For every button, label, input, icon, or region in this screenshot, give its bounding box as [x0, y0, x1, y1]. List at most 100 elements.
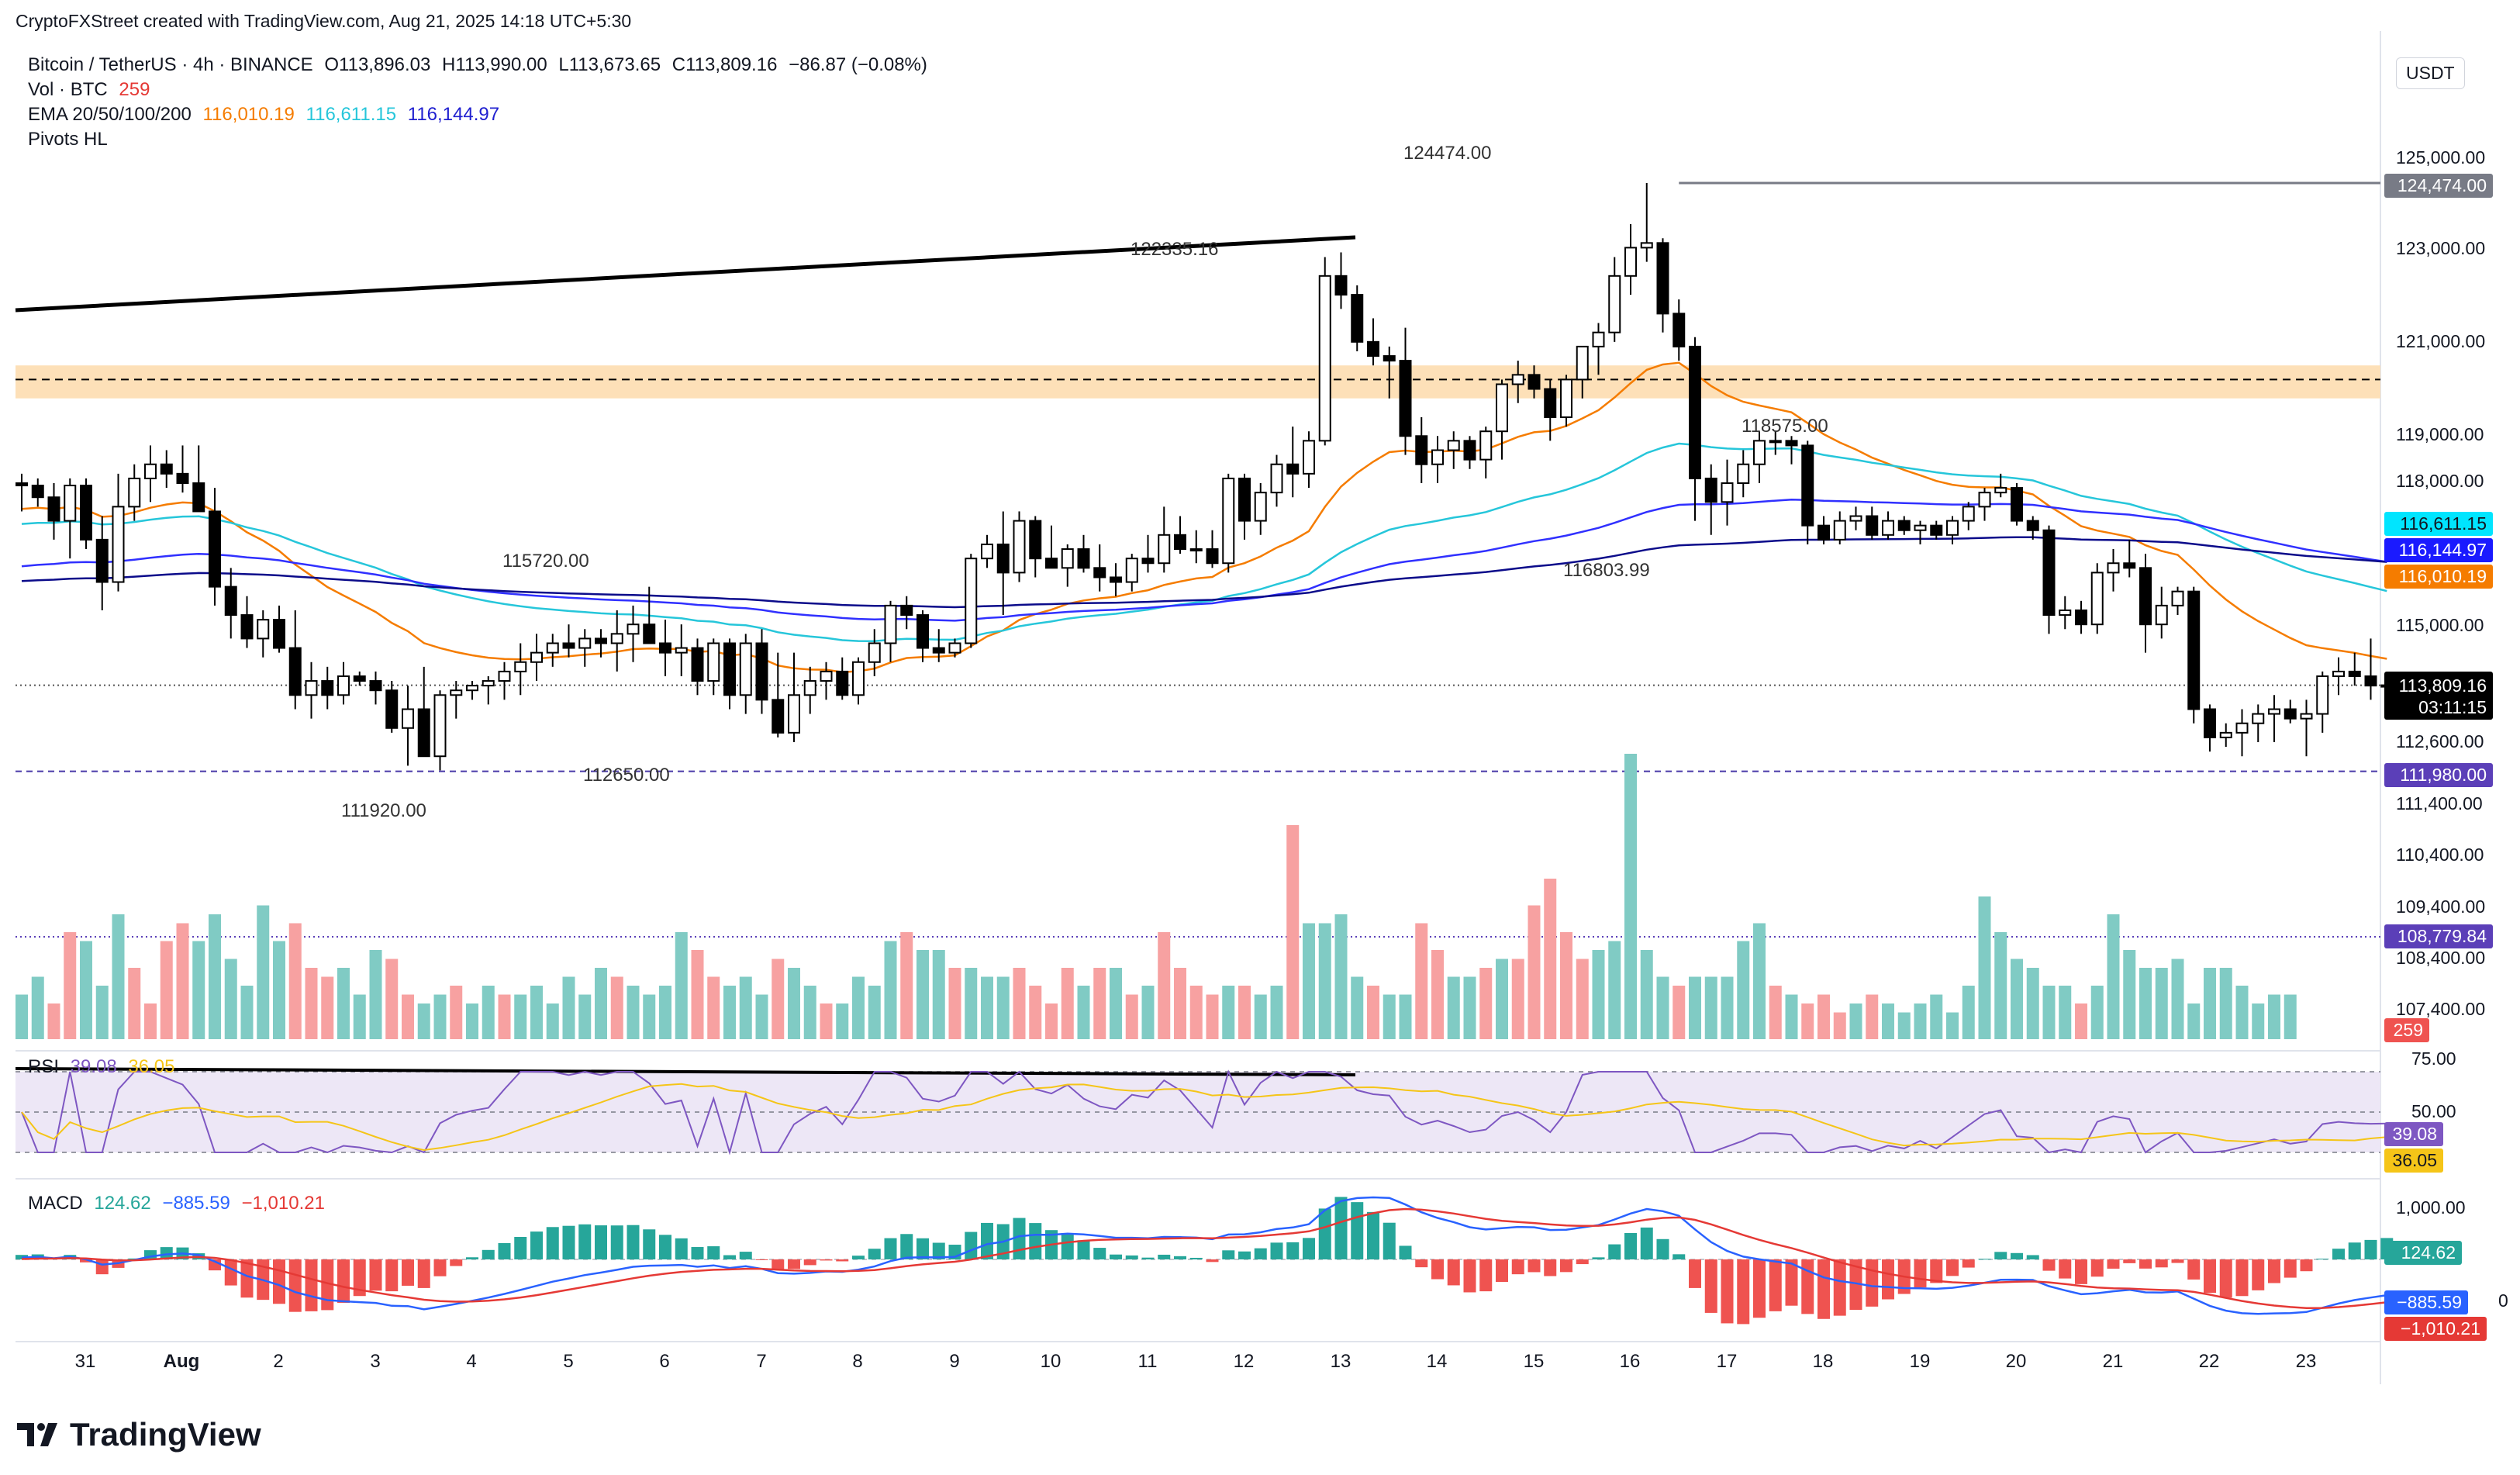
volume-bar [2171, 959, 2184, 1039]
tradingview-logo[interactable]: TradingView [17, 1416, 261, 1453]
volume-bar [2011, 959, 2023, 1039]
macd-hist-bar [1367, 1211, 1379, 1259]
rsi-tick: 50.00 [2411, 1101, 2456, 1121]
macd-hist-bar [433, 1259, 447, 1276]
candle-body [1431, 449, 1444, 465]
macd-hist-bar [2348, 1242, 2361, 1259]
macd-hist-bar [1818, 1259, 1830, 1319]
macd-hist-bar [273, 1259, 285, 1304]
legend-symbol[interactable]: Bitcoin / TetherUS · 4h · BINANCE [28, 54, 313, 75]
volume-bar [1576, 959, 1589, 1039]
candle-body [707, 642, 720, 682]
x-tick: 20 [2005, 1351, 2027, 1372]
volume-bar [1431, 950, 1444, 1039]
x-tick: 8 [852, 1351, 863, 1372]
legend-macd-row[interactable]: MACD 124.62 −885.59 −1,010.21 [28, 1193, 331, 1214]
volume-average-tag: 108,779.84 [2384, 924, 2493, 948]
x-tick: 2 [273, 1351, 284, 1372]
volume-bar [95, 986, 109, 1039]
volume-bar [1399, 994, 1412, 1039]
macd-hist-bar [144, 1250, 157, 1259]
macd-hist-bar [1077, 1240, 1090, 1259]
candle-body [1721, 482, 1734, 503]
candle-body [16, 482, 28, 487]
price-tick: 108,400.00 [2396, 948, 2486, 968]
candle-body [1383, 355, 1396, 362]
macd-hist-tag: 124.62 [2384, 1241, 2462, 1265]
tradingview-wordmark: TradingView [70, 1416, 261, 1453]
volume-bar [1334, 914, 1348, 1039]
volume-bar [353, 994, 366, 1039]
currency-label[interactable]: USDT [2396, 57, 2465, 89]
bar-countdown: 03:11:15 [2418, 697, 2487, 717]
macd-hist-bar [1303, 1238, 1315, 1259]
legend-pivots-row[interactable]: Pivots HL [28, 129, 114, 150]
candle-body [1833, 520, 1846, 541]
macd-hist-bar [1930, 1259, 1943, 1283]
volume-bar [1463, 976, 1476, 1039]
macd-hist-bar [981, 1222, 993, 1259]
candle-body [2011, 487, 2023, 522]
ema100-price-tag: 116,144.97 [2384, 538, 2493, 562]
macd-hist-bar [530, 1231, 543, 1259]
volume-bar [1029, 986, 1042, 1039]
candle-body [1399, 360, 1412, 437]
legend-rsi-row[interactable]: RSI 39.08 36.05 [28, 1056, 181, 1078]
candle-body [2107, 562, 2120, 574]
legend-ema-row[interactable]: EMA 20/50/100/200 116,010.19 116,611.15 … [28, 104, 506, 126]
candle-body [1624, 247, 1637, 277]
macd-hist-bar [1785, 1259, 1798, 1306]
volume-bar [1511, 959, 1524, 1039]
macd-hist-bar [514, 1237, 527, 1259]
volume-bar [1270, 986, 1283, 1039]
candle-body [64, 485, 77, 522]
volume-bar [288, 923, 302, 1039]
macd-hist-bar [1286, 1242, 1300, 1259]
volume-bar [1528, 905, 1541, 1039]
candle-body [1544, 388, 1557, 418]
candle-body [1415, 435, 1428, 465]
macd-hist-bar [240, 1259, 254, 1298]
legend-volume-row[interactable]: Vol · BTC 259 [28, 79, 156, 101]
candle-body [1608, 275, 1621, 333]
macd-hist-bar [1383, 1222, 1396, 1259]
macd-hist-bar [2107, 1259, 2120, 1269]
candle-body [2026, 520, 2039, 531]
rsi-ma-tag: 36.05 [2384, 1149, 2443, 1173]
volume-bar [1367, 986, 1379, 1039]
candle-body [948, 642, 961, 654]
candle-body [578, 637, 592, 649]
macd-hist-bar [1463, 1259, 1476, 1293]
candle-body [1479, 430, 1493, 461]
candle-body [1029, 520, 1042, 560]
candle-body [1206, 548, 1219, 565]
macd-hist-bar [1141, 1257, 1155, 1259]
candle-body [2090, 572, 2104, 626]
macd-hist-bar [772, 1259, 785, 1270]
candle-body [2123, 562, 2136, 569]
volume-bar [578, 994, 592, 1039]
macd-hist-bar [1511, 1259, 1524, 1275]
candle-body [1013, 520, 1026, 574]
candle-body [1930, 524, 1943, 536]
candle-body [546, 642, 559, 654]
macd-hist-bar [1608, 1244, 1621, 1259]
candle-body [1737, 463, 1750, 485]
volume-bar [2219, 968, 2232, 1039]
volume-bar [482, 986, 495, 1039]
volume-bar [1189, 986, 1203, 1039]
candle-body [498, 670, 511, 682]
volume-bar [2075, 1003, 2087, 1039]
candle-body [1946, 520, 1959, 536]
candle-body [192, 482, 205, 513]
macd-hist-bar [627, 1225, 640, 1259]
candle-body [2059, 609, 2072, 617]
macd-hist-bar [917, 1238, 929, 1259]
macd-hist-bar [305, 1259, 318, 1311]
volume-bar [2090, 986, 2104, 1039]
candle-body [305, 680, 318, 696]
volume-bar [772, 959, 785, 1039]
volume-bar [2155, 968, 2168, 1039]
candle-body [2316, 675, 2329, 715]
